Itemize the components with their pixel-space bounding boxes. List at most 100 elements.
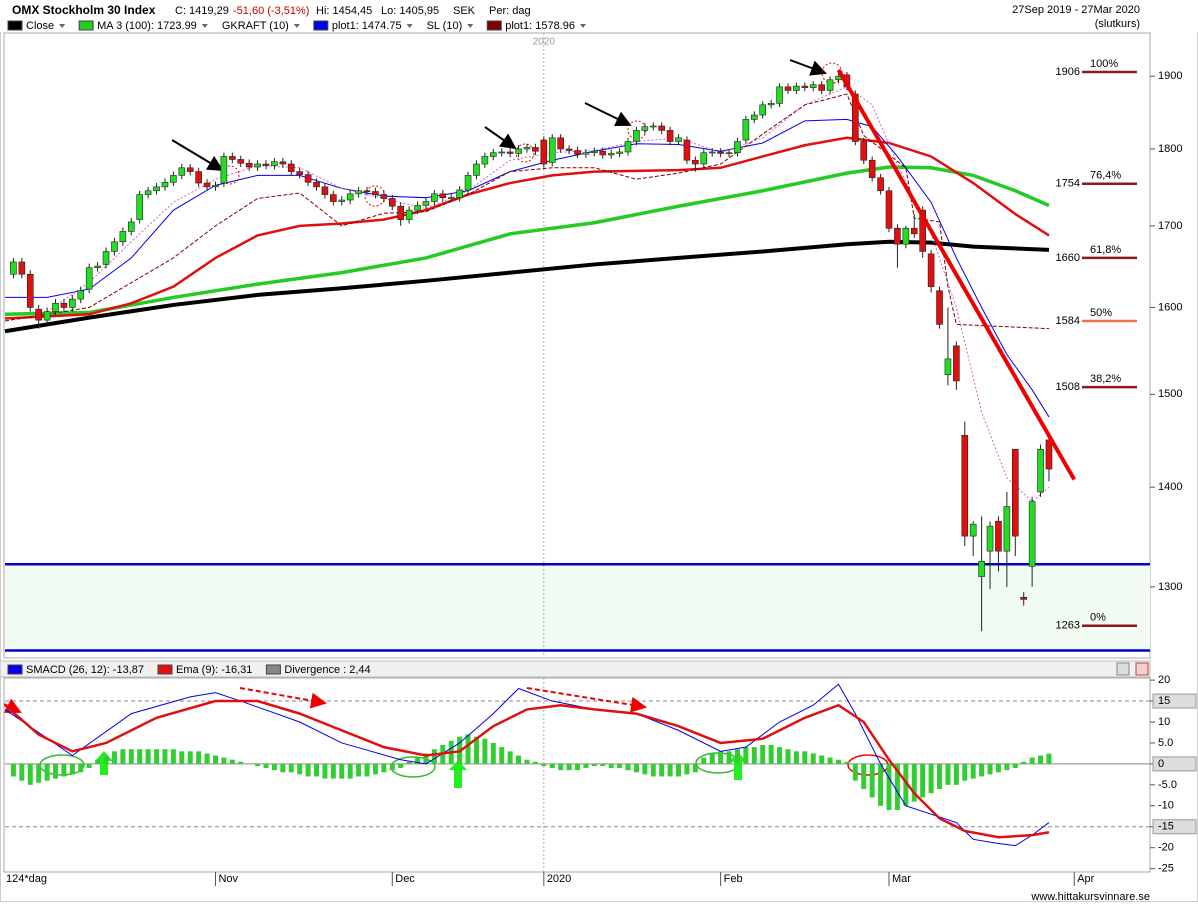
footer: www.hittakursvinnare.se xyxy=(1030,891,1150,902)
divergence-bar xyxy=(583,763,589,769)
divergence-bar xyxy=(903,763,909,806)
y-tick-box xyxy=(1152,819,1197,835)
y-tick-label: 5.0 xyxy=(1158,737,1173,749)
candle-body xyxy=(481,156,489,165)
settings-icon[interactable] xyxy=(1116,662,1130,676)
candle-body xyxy=(262,163,270,166)
divergence-bar xyxy=(482,738,488,764)
candle-body xyxy=(388,198,396,207)
divergence-bar xyxy=(381,763,387,773)
divergence-bar xyxy=(802,751,808,764)
divergence-bar xyxy=(322,763,328,779)
arrow xyxy=(789,59,827,76)
legend-swatch xyxy=(265,664,281,675)
divergence-bar xyxy=(617,763,623,769)
fib-percent: 76,4% xyxy=(1090,170,1121,182)
divergence-bar xyxy=(36,763,42,783)
divergence-bar xyxy=(229,759,235,764)
divergence-bar xyxy=(911,763,917,802)
candle-body xyxy=(742,119,750,141)
divergence-bar xyxy=(297,763,303,775)
candle-body xyxy=(767,103,775,106)
divergence-bar xyxy=(1012,763,1018,769)
candle-body xyxy=(127,221,135,232)
legend-label: GKRAFT (10) xyxy=(222,20,289,32)
divergence-bar xyxy=(196,751,202,764)
divergence-bar xyxy=(314,763,320,777)
candle-body xyxy=(363,190,371,193)
candle-body xyxy=(144,190,152,195)
candle-body xyxy=(313,181,320,188)
candle-body xyxy=(751,114,758,120)
divergence-bar xyxy=(692,763,698,773)
divergence-bar xyxy=(633,763,639,773)
candle-body xyxy=(447,197,455,199)
date-range: 27Sep 2019 - 27Mar 2020 xyxy=(1012,4,1140,16)
divergence-bar xyxy=(937,763,943,790)
candle-body xyxy=(94,265,101,268)
candle-body xyxy=(1045,439,1053,470)
high-value: Hi: 1454,45 xyxy=(316,5,372,17)
divergence-bar xyxy=(886,763,892,810)
candle-body xyxy=(1028,501,1036,567)
divergence-bar xyxy=(827,757,833,764)
y-tick-label: 1600 xyxy=(1158,301,1182,313)
legend-swatch xyxy=(7,20,23,31)
candle-body xyxy=(52,302,59,312)
candle-body xyxy=(69,298,76,308)
candle-body xyxy=(18,261,26,275)
divergence-bar xyxy=(86,763,92,769)
close-icon[interactable] xyxy=(1135,662,1149,676)
candle-body xyxy=(540,139,548,165)
divergence-bar xyxy=(625,763,631,771)
divergence-bar xyxy=(945,763,951,785)
moving-average xyxy=(46,86,1050,503)
y-tick-label: -5.0 xyxy=(1158,779,1177,791)
divergence-bar xyxy=(347,763,353,779)
candle-body xyxy=(279,161,287,165)
header-bg xyxy=(0,0,1198,32)
candle-body xyxy=(633,130,640,142)
candle-body xyxy=(186,167,194,172)
change-value: -51,60 (-3,51%) xyxy=(233,5,309,17)
candle-body xyxy=(414,205,421,211)
divergence-bar xyxy=(642,763,648,775)
up-arrow xyxy=(729,752,747,780)
candle-body xyxy=(330,194,337,202)
moving-average xyxy=(4,93,1049,330)
candle-body xyxy=(852,93,859,142)
candle-body xyxy=(784,86,792,91)
x-tick-label: Nov xyxy=(218,873,238,885)
arrow xyxy=(171,139,224,172)
candle-body xyxy=(734,141,741,154)
divergence-bar xyxy=(987,763,993,775)
candle-body xyxy=(515,148,522,154)
divergence-bar xyxy=(659,763,665,777)
legend-label: Ema (9): -16,31 xyxy=(176,664,252,676)
divergence-bar xyxy=(69,763,75,775)
candle-body xyxy=(178,167,186,176)
candle-body xyxy=(675,137,682,142)
y-tick-label: -25 xyxy=(1158,863,1174,875)
candle-body xyxy=(338,199,346,202)
candle-body xyxy=(927,253,935,287)
macd-plot-border xyxy=(3,677,1151,873)
divergence-bar xyxy=(162,749,168,764)
year-label: 2020 xyxy=(533,37,556,48)
divergence-bar xyxy=(1029,757,1035,764)
candle-body xyxy=(986,525,994,552)
y-tick-box xyxy=(1152,693,1197,709)
divergence-bar xyxy=(819,755,825,764)
divergence-bar xyxy=(280,763,286,773)
legend-swatch xyxy=(486,20,502,31)
macd-line xyxy=(4,683,1050,847)
candle-body xyxy=(170,175,177,183)
legend-label: SL (10) xyxy=(427,20,463,32)
fib-percent: 100% xyxy=(1090,58,1118,70)
x-tick-label: Feb xyxy=(724,873,743,885)
candle-body xyxy=(102,251,110,265)
candle-body xyxy=(195,171,202,184)
legend-dropdown xyxy=(579,24,586,28)
candle-body xyxy=(119,231,127,243)
up-arrow xyxy=(449,760,467,788)
